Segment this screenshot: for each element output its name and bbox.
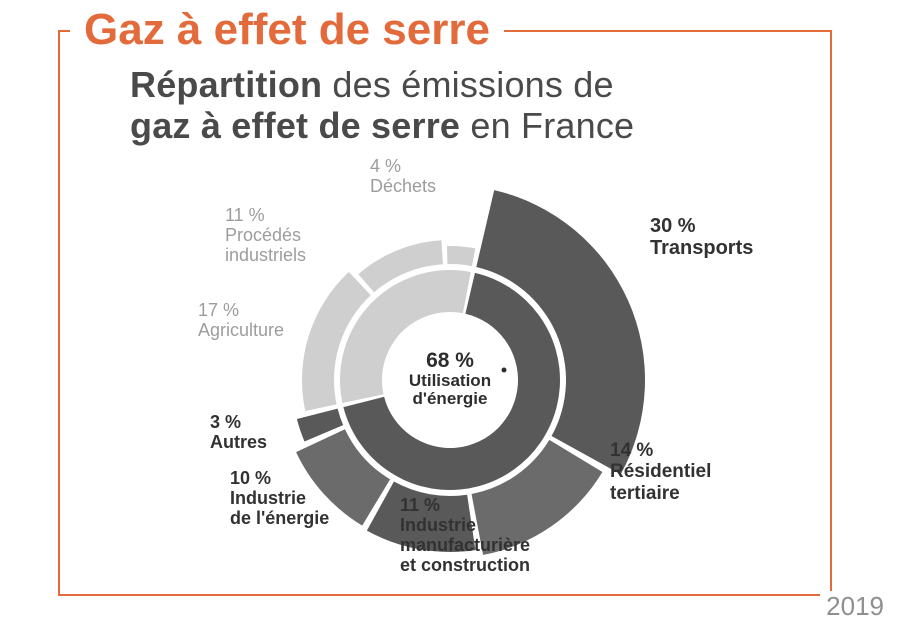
label-ind_energie: 10 %Industriede l'énergie: [230, 468, 329, 528]
label-agriculture: 17 %Agriculture: [198, 300, 284, 340]
center-label: 68 %Utilisationd'énergie: [395, 350, 505, 408]
page-title: Gaz à effet de serre: [84, 8, 490, 52]
title-container: Gaz à effet de serre: [70, 8, 504, 52]
outer-dechets: [447, 246, 475, 266]
label-procedes: 11 %Procédésindustriels: [225, 205, 306, 265]
sunburst-chart: 68 %Utilisationd'énergie 30 %Transports 14…: [0, 150, 900, 626]
label-dechets: 4 %Déchets: [370, 156, 436, 196]
label-residentiel: 14 %Résidentieltertiaire: [610, 440, 711, 504]
year-label: 2019: [820, 591, 890, 622]
label-manuf: 11 %Industriemanufacturièreet constructi…: [400, 495, 530, 576]
page-subtitle: Répartition des émissions degaz à effet …: [130, 64, 634, 147]
label-autres: 3 %Autres: [210, 412, 267, 452]
label-transports: 30 %Transports: [650, 215, 753, 260]
